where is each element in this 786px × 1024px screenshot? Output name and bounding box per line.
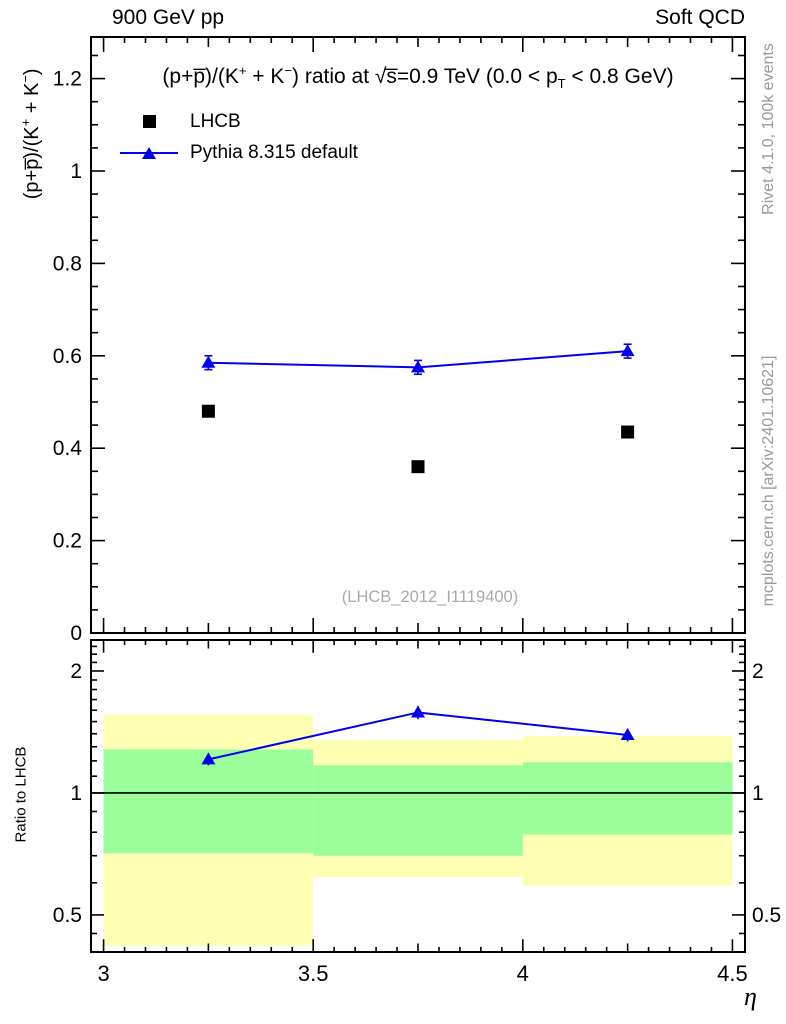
x-axis-label-eta: η <box>744 982 757 1011</box>
tick-label: 1 <box>70 160 82 183</box>
axis-ticks <box>91 37 745 952</box>
lhcb-square-marker <box>201 404 215 418</box>
plot-title: (p+p̅)/(K+ + K−) ratio at √s̅=0.9 TeV (0… <box>162 63 674 92</box>
pythia-triangle-marker <box>620 344 635 357</box>
analysis-id-watermark: (LHCB_2012_I1119400) <box>341 588 519 606</box>
rivet-version-caption: Rivet 4.1.0, 100k events <box>760 43 777 215</box>
legend-item-pythia: Pythia 8.315 default <box>118 137 358 168</box>
tick-label: 4.5 <box>717 961 748 986</box>
tick-label: 3.5 <box>298 961 329 986</box>
tick-label: 4 <box>517 961 529 986</box>
tick-label: 0.8 <box>53 252 82 275</box>
pythia-ratio-line-segment <box>208 711 419 761</box>
main-y-axis-label: (p+p̅)/(K+ + K−) <box>18 68 43 200</box>
legend-label-lhcb: LHCB <box>190 110 241 132</box>
legend: LHCB Pythia 8.315 default <box>118 106 358 168</box>
tick-label: 1 <box>752 782 764 805</box>
pythia-main-series <box>201 343 635 376</box>
tick-label: 0.4 <box>53 437 83 460</box>
tick-label: 3 <box>97 961 109 986</box>
pythia-triangle-marker <box>411 360 425 373</box>
band-inner-green <box>103 749 314 854</box>
lhcb-square-marker-icon <box>118 115 180 128</box>
tick-label: 0.6 <box>53 345 82 368</box>
band-inner-green <box>522 762 733 835</box>
pythia-ratio-triangle-marker <box>620 728 635 741</box>
pythia-line-triangle-marker-icon <box>118 146 180 159</box>
lhcb-data-points <box>201 404 635 474</box>
pythia-line-segment <box>417 350 628 369</box>
lhcb-square-marker <box>621 425 635 439</box>
tick-label: 0.5 <box>53 904 82 927</box>
pythia-triangle-marker <box>201 355 216 368</box>
tick-label: 0 <box>70 622 82 645</box>
tick-label: 1 <box>70 782 82 805</box>
pythia-ratio-series <box>201 705 635 766</box>
legend-item-lhcb: LHCB <box>118 106 358 137</box>
axis-tick-labels: 0 0.2 0.4 0.6 0.8 1 1.2 0.5 0.5 1 1 2 2 3 3.5 4 4.5 <box>53 68 781 986</box>
pythia-ratio-triangle-marker <box>411 705 425 718</box>
ratio-uncertainty-bands <box>103 714 733 946</box>
legend-label-pythia: Pythia 8.315 default <box>190 141 358 163</box>
tick-label: 0.2 <box>53 530 82 553</box>
pythia-ratio-line-segment <box>417 711 628 736</box>
tick-label: 1.2 <box>53 68 82 91</box>
lhcb-square-marker <box>411 460 425 474</box>
ratio-y-axis-label: Ratio to LHCB <box>12 746 30 843</box>
tick-label: 2 <box>70 660 82 683</box>
tick-label: 0.5 <box>752 904 781 927</box>
mcplots-arxiv-caption: mcplots.cern.ch [arXiv:2401.10621] <box>760 355 777 607</box>
pythia-ratio-triangle-marker <box>201 752 216 765</box>
pythia-line-segment <box>208 361 419 369</box>
tick-label: 2 <box>752 660 764 683</box>
beam-energy-header: 900 GeV pp <box>112 6 225 29</box>
process-group-header: Soft QCD <box>655 6 745 29</box>
band-inner-green <box>313 765 523 856</box>
